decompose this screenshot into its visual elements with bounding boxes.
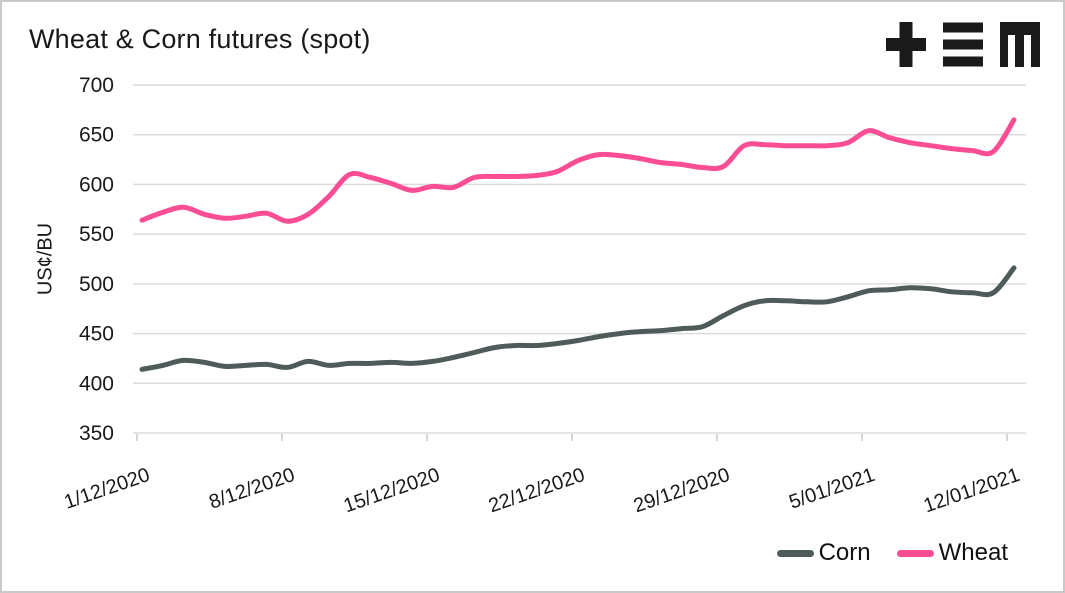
corn-line: [139, 265, 1017, 372]
chart-title: Wheat & Corn futures (spot): [29, 24, 371, 54]
y-tick-label: 350: [79, 422, 114, 445]
x-tick-label: 22/12/2020: [486, 464, 588, 517]
y-tick-label: 500: [79, 273, 114, 296]
legend-item-corn: Corn: [776, 539, 871, 567]
y-tick-label: 450: [79, 323, 114, 346]
wheat-swatch-icon: [896, 549, 934, 557]
plus-equals-m-logo-icon: [886, 22, 1040, 67]
y-tick-label: 650: [79, 124, 114, 147]
x-tick-label: 12/01/2021: [921, 464, 1023, 517]
y-tick-label: 550: [79, 223, 114, 246]
x-tick-label: 15/12/2020: [341, 464, 443, 517]
y-tick-label: 600: [79, 173, 114, 196]
y-tick-label: 400: [79, 372, 114, 395]
legend-item-wheat: Wheat: [896, 539, 1008, 567]
x-tick-label: 8/12/2020: [206, 464, 297, 514]
x-tick-label: 5/01/2021: [786, 464, 877, 514]
legend-label-corn: Corn: [818, 539, 871, 566]
x-tick-label: 29/12/2020: [631, 464, 733, 517]
x-tick-label: 1/12/2020: [61, 464, 152, 514]
y-tick-label: 700: [79, 74, 114, 97]
y-axis-title: US¢/BU: [34, 222, 57, 296]
wheat-line: [139, 117, 1017, 224]
corn-swatch-icon: [776, 549, 814, 557]
chart-legend: Corn Wheat: [776, 539, 1008, 567]
legend-label-wheat: Wheat: [938, 539, 1008, 566]
